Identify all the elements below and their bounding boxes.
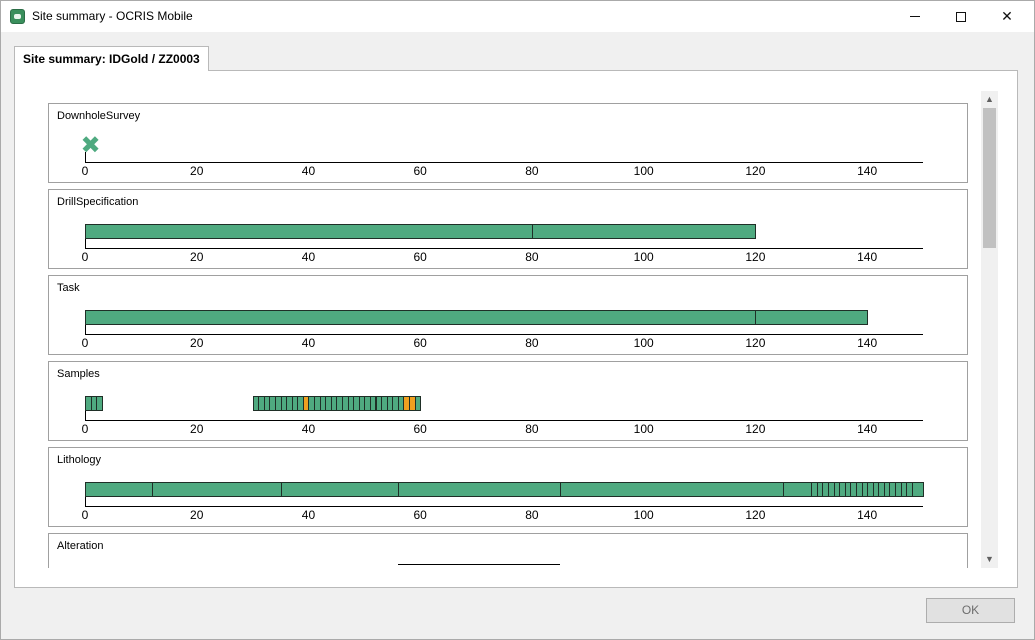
tick-label: 60	[413, 164, 427, 178]
tick-label: 0	[81, 164, 89, 178]
axis-line	[85, 162, 923, 163]
tick-label: 0	[81, 422, 89, 436]
close-icon: ✕	[1001, 8, 1013, 24]
interval-bar[interactable]	[414, 396, 422, 411]
interval-bar[interactable]	[531, 224, 757, 239]
tick-label: 20	[190, 164, 204, 178]
tick-label: 60	[413, 336, 427, 350]
axis-origin-tick	[85, 238, 86, 249]
tick-label: 80	[525, 164, 539, 178]
tick-label: 140	[857, 250, 878, 264]
tracks-scroll-area[interactable]: DownholeSurvey 0 20 40 60 80 100 120 140 ✖ DrillSp…	[48, 91, 969, 568]
window-title: Site summary - OCRIS Mobile	[32, 9, 193, 23]
interval-bar[interactable]	[280, 482, 399, 497]
axis-origin-tick	[85, 152, 86, 163]
tick-label: 20	[190, 250, 204, 264]
track-downholesurvey[interactable]: DownholeSurvey 0 20 40 60 80 100 120 140 ✖	[48, 103, 968, 183]
tick-label: 120	[745, 336, 766, 350]
tick-label: 100	[633, 164, 654, 178]
interval-bar[interactable]	[85, 482, 154, 497]
track-task[interactable]: Task 0 20 40 60 80 100 120 140	[48, 275, 968, 355]
tick-label: 40	[301, 164, 316, 178]
tick-label: 120	[745, 164, 766, 178]
axis-origin-tick	[85, 410, 86, 421]
tick-label: 40	[301, 250, 316, 264]
tick-label: 80	[525, 336, 539, 350]
interval-bar[interactable]	[911, 482, 924, 497]
axis-origin-tick	[85, 496, 86, 507]
maximize-icon	[956, 11, 966, 22]
tick-label: 0	[81, 336, 89, 350]
axis-line	[85, 334, 923, 335]
interval-bar[interactable]	[85, 310, 757, 325]
track-label: Alteration	[57, 540, 104, 552]
tick-label: 60	[413, 422, 427, 436]
app-icon	[10, 9, 25, 24]
axis-line	[85, 248, 923, 249]
track-label: Samples	[57, 368, 100, 380]
survey-marker-icon[interactable]: ✖	[80, 132, 101, 159]
title-bar[interactable]: Site summary - OCRIS Mobile ✕	[1, 1, 1034, 32]
tick-label: 120	[745, 250, 766, 264]
interval-bar[interactable]	[783, 482, 813, 497]
scroll-down-icon[interactable]: ▼	[985, 554, 994, 564]
tick-label: 100	[633, 508, 654, 522]
track-label: DownholeSurvey	[57, 110, 141, 122]
tick-label: 40	[301, 336, 316, 350]
track-label: Lithology	[57, 454, 102, 466]
tick-label: 60	[413, 250, 427, 264]
tick-label: 80	[525, 250, 539, 264]
tick-label: 100	[633, 422, 654, 436]
interval-line[interactable]	[397, 564, 560, 565]
maximize-button[interactable]	[938, 1, 984, 32]
tick-label: 80	[525, 422, 539, 436]
interval-bar[interactable]	[96, 396, 103, 411]
vertical-scrollbar[interactable]: ▲ ▼	[981, 91, 998, 568]
tab-site-summary[interactable]: Site summary: IDGold / ZZ0003	[14, 46, 209, 71]
close-button[interactable]: ✕	[984, 1, 1030, 32]
tick-label: 100	[633, 336, 654, 350]
tick-label: 20	[190, 422, 204, 436]
interval-bar[interactable]	[85, 224, 533, 239]
track-drillspecification[interactable]: DrillSpecification 0 20 40 60 80 100 120 140	[48, 189, 968, 269]
interval-bar[interactable]	[559, 482, 785, 497]
tick-label: 20	[190, 336, 204, 350]
tick-label: 140	[857, 422, 878, 436]
tick-label: 40	[301, 422, 316, 436]
tick-label: 60	[413, 508, 427, 522]
axis-line	[85, 420, 923, 421]
scroll-thumb[interactable]	[983, 108, 996, 248]
tick-label: 140	[857, 164, 878, 178]
tick-label: 120	[745, 422, 766, 436]
track-samples[interactable]: Samples 0 20 40 60 80 100 120 140	[48, 361, 968, 441]
tick-label: 0	[81, 250, 89, 264]
track-alteration[interactable]: Alteration020406080100120140	[48, 533, 968, 568]
track-label: Task	[57, 282, 80, 294]
tick-label: 100	[633, 250, 654, 264]
interval-bar[interactable]	[397, 482, 561, 497]
tick-label: 0	[81, 508, 89, 522]
track-label: DrillSpecification	[57, 196, 139, 208]
track-lithology[interactable]: Lithology 0 20 40 60 80 100 120 140	[48, 447, 968, 527]
tick-label: 80	[525, 508, 539, 522]
tick-label: 120	[745, 508, 766, 522]
tick-label: 20	[190, 508, 204, 522]
interval-bar[interactable]	[755, 310, 869, 325]
status-bar	[1, 633, 1034, 639]
tab-panel: DownholeSurvey 0 20 40 60 80 100 120 140 ✖ DrillSp…	[14, 70, 1018, 588]
minimize-icon	[910, 16, 920, 17]
interval-bar[interactable]	[152, 482, 282, 497]
scroll-up-icon[interactable]: ▲	[985, 94, 994, 104]
tick-label: 40	[301, 508, 316, 522]
minimize-button[interactable]	[892, 1, 938, 32]
tick-label: 140	[857, 508, 878, 522]
axis-origin-tick	[85, 324, 86, 335]
ok-button[interactable]: OK	[926, 598, 1015, 623]
axis-line	[85, 506, 923, 507]
tick-label: 140	[857, 336, 878, 350]
